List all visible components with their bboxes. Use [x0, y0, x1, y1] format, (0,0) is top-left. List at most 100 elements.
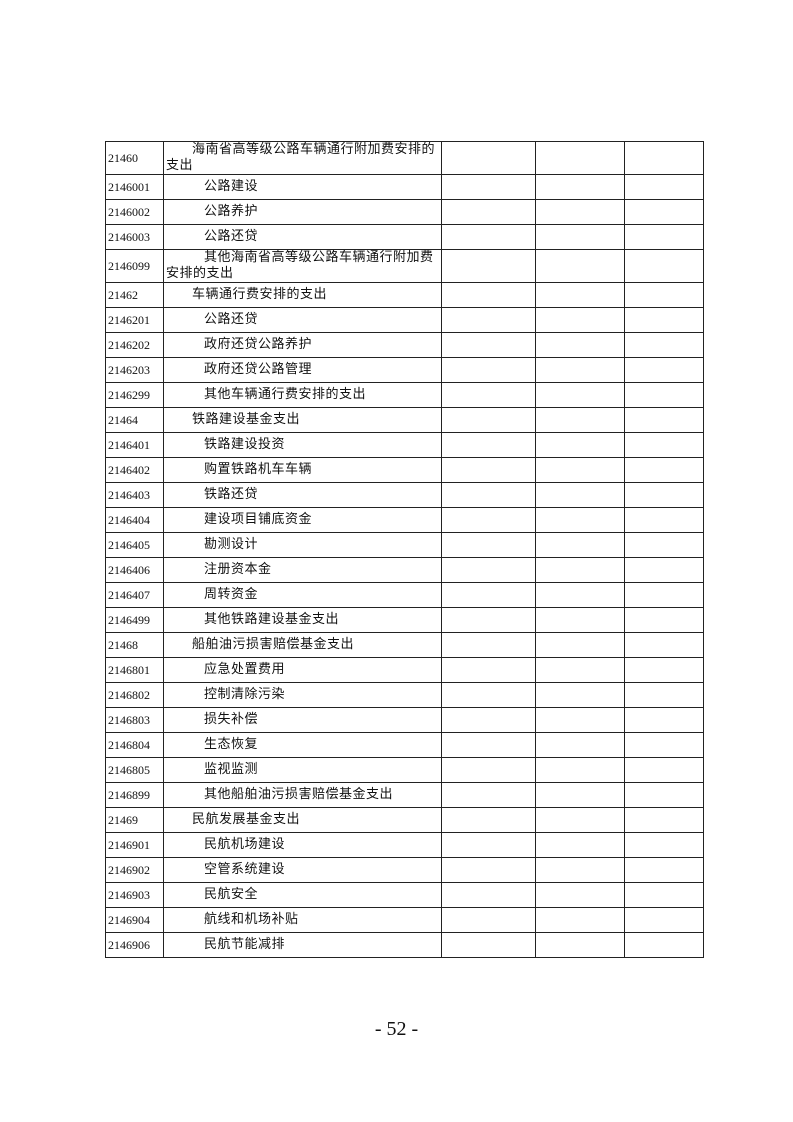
name-cell: 其他车辆通行费安排的支出: [163, 382, 442, 408]
code-cell: 21462: [105, 282, 164, 308]
amount-cell: [441, 807, 536, 833]
amount-cell: [441, 657, 536, 683]
name-cell: 政府还贷公路养护: [163, 332, 442, 358]
name-cell: 公路还贷: [163, 224, 442, 250]
code-cell: 2146401: [105, 432, 164, 458]
table-row: 2146003 公路还贷: [105, 224, 704, 250]
amount-cell: [441, 732, 536, 758]
amount-cell: [624, 907, 704, 933]
name-cell: 船舶油污损害赔偿基金支出: [163, 632, 442, 658]
amount-cell: [535, 682, 625, 708]
name-cell: 铁路建设投资: [163, 432, 442, 458]
name-cell: 公路建设: [163, 174, 442, 200]
amount-cell: [535, 332, 625, 358]
amount-cell: [624, 432, 704, 458]
table-row: 2146202 政府还贷公路养护: [105, 332, 704, 358]
amount-cell: [441, 707, 536, 733]
name-cell: 铁路还贷: [163, 482, 442, 508]
name-cell: 铁路建设基金支出: [163, 407, 442, 433]
amount-cell: [441, 482, 536, 508]
amount-cell: [624, 607, 704, 633]
amount-cell: [535, 557, 625, 583]
amount-cell: [624, 382, 704, 408]
amount-cell: [535, 382, 625, 408]
name-cell: 海南省高等级公路车辆通行附加费安排的支出: [163, 141, 442, 175]
amount-cell: [624, 707, 704, 733]
table-row: 2146002 公路养护: [105, 199, 704, 225]
amount-cell: [624, 557, 704, 583]
name-cell: 注册资本金: [163, 557, 442, 583]
code-cell: 2146407: [105, 582, 164, 608]
code-cell: 2146403: [105, 482, 164, 508]
table-row: 2146099 其他海南省高等级公路车辆通行附加费安排的支出: [105, 249, 704, 283]
amount-cell: [441, 407, 536, 433]
amount-cell: [535, 882, 625, 908]
amount-cell: [624, 282, 704, 308]
name-cell: 其他船舶油污损害赔偿基金支出: [163, 782, 442, 808]
table-row: 2146405 勘测设计: [105, 532, 704, 558]
amount-cell: [441, 432, 536, 458]
code-cell: 2146901: [105, 832, 164, 858]
amount-cell: [441, 249, 536, 283]
code-cell: 2146803: [105, 707, 164, 733]
code-cell: 2146804: [105, 732, 164, 758]
amount-cell: [624, 407, 704, 433]
amount-cell: [535, 932, 625, 958]
name-cell: 周转资金: [163, 582, 442, 608]
table-row: 2146801 应急处置费用: [105, 657, 704, 683]
amount-cell: [441, 607, 536, 633]
name-cell: 监视监测: [163, 757, 442, 783]
code-cell: 2146902: [105, 857, 164, 883]
amount-cell: [535, 782, 625, 808]
amount-cell: [441, 382, 536, 408]
code-cell: 2146805: [105, 757, 164, 783]
amount-cell: [441, 557, 536, 583]
amount-cell: [535, 832, 625, 858]
code-cell: 2146404: [105, 507, 164, 533]
name-cell: 控制清除污染: [163, 682, 442, 708]
amount-cell: [535, 807, 625, 833]
budget-table: 21460 海南省高等级公路车辆通行附加费安排的支出 2146001 公路建设 2146…: [105, 141, 704, 958]
code-cell: 2146802: [105, 682, 164, 708]
amount-cell: [441, 932, 536, 958]
code-cell: 21468: [105, 632, 164, 658]
name-cell: 应急处置费用: [163, 657, 442, 683]
amount-cell: [535, 507, 625, 533]
name-cell: 民航节能减排: [163, 932, 442, 958]
amount-cell: [624, 807, 704, 833]
amount-cell: [624, 582, 704, 608]
name-cell: 空管系统建设: [163, 857, 442, 883]
name-cell: 勘测设计: [163, 532, 442, 558]
code-cell: 2146402: [105, 457, 164, 483]
amount-cell: [624, 782, 704, 808]
amount-cell: [624, 857, 704, 883]
name-cell: 其他铁路建设基金支出: [163, 607, 442, 633]
amount-cell: [441, 357, 536, 383]
table-row: 2146906 民航节能减排: [105, 932, 704, 958]
amount-cell: [441, 632, 536, 658]
table-row: 2146499 其他铁路建设基金支出: [105, 607, 704, 633]
amount-cell: [441, 224, 536, 250]
amount-cell: [441, 757, 536, 783]
table-row: 2146404 建设项目铺底资金: [105, 507, 704, 533]
amount-cell: [535, 707, 625, 733]
table-row: 2146901 民航机场建设: [105, 832, 704, 858]
code-cell: 2146099: [105, 249, 164, 283]
amount-cell: [535, 457, 625, 483]
amount-cell: [624, 882, 704, 908]
table-row: 2146804 生态恢复: [105, 732, 704, 758]
code-cell: 2146899: [105, 782, 164, 808]
table-row: 2146902 空管系统建设: [105, 857, 704, 883]
code-cell: 2146003: [105, 224, 164, 250]
name-cell: 建设项目铺底资金: [163, 507, 442, 533]
amount-cell: [441, 532, 536, 558]
amount-cell: [624, 507, 704, 533]
table-row: 2146402 购置铁路机车车辆: [105, 457, 704, 483]
amount-cell: [535, 249, 625, 283]
code-cell: 2146903: [105, 882, 164, 908]
table-row: 2146203 政府还贷公路管理: [105, 357, 704, 383]
amount-cell: [624, 249, 704, 283]
table-row: 2146403 铁路还贷: [105, 482, 704, 508]
name-cell: 民航发展基金支出: [163, 807, 442, 833]
amount-cell: [535, 407, 625, 433]
